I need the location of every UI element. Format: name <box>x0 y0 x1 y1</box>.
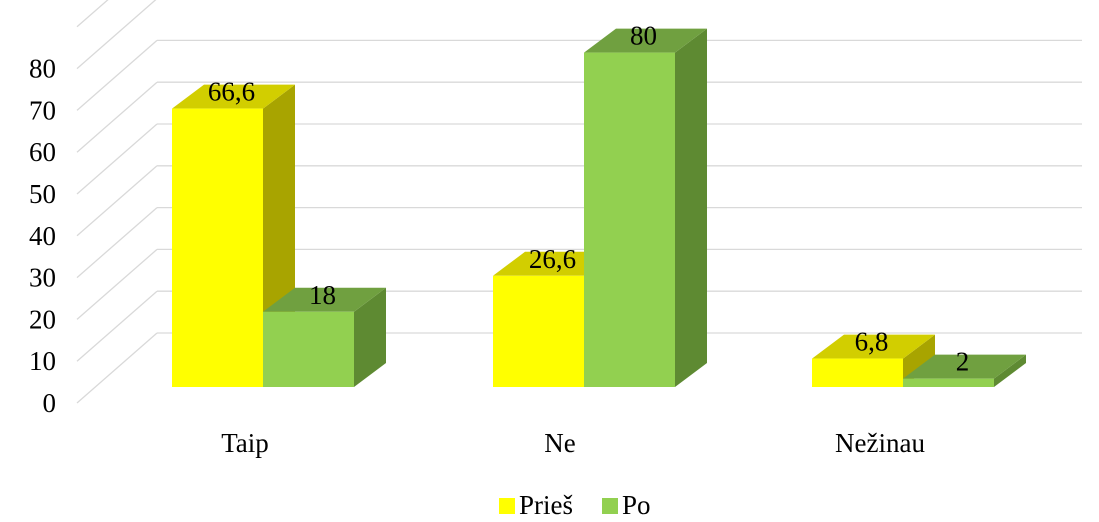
legend-item[interactable]: Prieš <box>499 490 573 520</box>
gridline-floor <box>76 39 158 111</box>
bar <box>584 28 707 387</box>
bar-front <box>584 52 675 387</box>
legend-label: Po <box>622 490 651 520</box>
bar-front <box>172 108 263 387</box>
gridline-floor <box>76 0 109 28</box>
bar-front <box>812 358 903 387</box>
gridline-floor <box>76 81 158 153</box>
bar-front <box>263 311 354 387</box>
bar <box>172 84 295 387</box>
gridline-floor <box>76 207 158 279</box>
bar <box>903 354 1026 387</box>
gridline-floor <box>76 248 158 320</box>
y-tick-label: 60 <box>29 137 56 167</box>
legend-item[interactable]: Po <box>602 490 651 520</box>
data-label: 2 <box>956 347 970 377</box>
y-tick-label: 40 <box>29 221 56 251</box>
y-tick-label: 80 <box>29 54 56 84</box>
y-tick-label: 0 <box>43 388 57 418</box>
y-tick-label: 30 <box>29 263 56 293</box>
gridline-floor <box>76 165 158 237</box>
data-label: 66,6 <box>208 77 255 107</box>
gridline-floor <box>76 290 158 362</box>
gridline-floor <box>76 123 158 195</box>
x-category-label: Nežinau <box>835 428 925 458</box>
legend-swatch <box>602 498 618 514</box>
bar-top <box>584 28 707 53</box>
x-category-label: Taip <box>221 428 269 458</box>
bar-side <box>354 287 386 387</box>
bar-top <box>812 334 935 359</box>
bar-side <box>675 28 707 387</box>
x-axis: Taip Ne Nežinau <box>221 428 925 458</box>
data-label: 6,8 <box>855 327 889 357</box>
bar-front <box>493 275 584 387</box>
gridline-floor <box>76 332 158 404</box>
y-tick-label: 50 <box>29 179 56 209</box>
data-label: 18 <box>309 280 336 310</box>
bar-top <box>903 354 1026 379</box>
y-axis: 0 10 20 30 40 50 60 70 80 <box>29 54 56 418</box>
y-tick-label: 20 <box>29 304 56 334</box>
y-tick-label: 70 <box>29 95 56 125</box>
data-label: 80 <box>630 21 657 51</box>
x-category-label: Ne <box>544 428 575 458</box>
legend[interactable]: Prieš Po <box>499 490 651 520</box>
gridline-floor <box>76 0 157 70</box>
bar <box>812 334 935 387</box>
legend-swatch <box>499 498 515 514</box>
bar-top <box>172 84 295 109</box>
bar <box>263 287 386 387</box>
data-label: 26,6 <box>529 244 576 274</box>
bar-side <box>994 354 1026 387</box>
bars <box>172 28 1026 387</box>
data-labels: 66,6 18 26,6 80 6,8 2 <box>208 21 969 377</box>
bar-top <box>263 287 386 312</box>
legend-label: Prieš <box>519 490 573 520</box>
bar-front <box>903 378 994 387</box>
y-tick-label: 10 <box>29 346 56 376</box>
